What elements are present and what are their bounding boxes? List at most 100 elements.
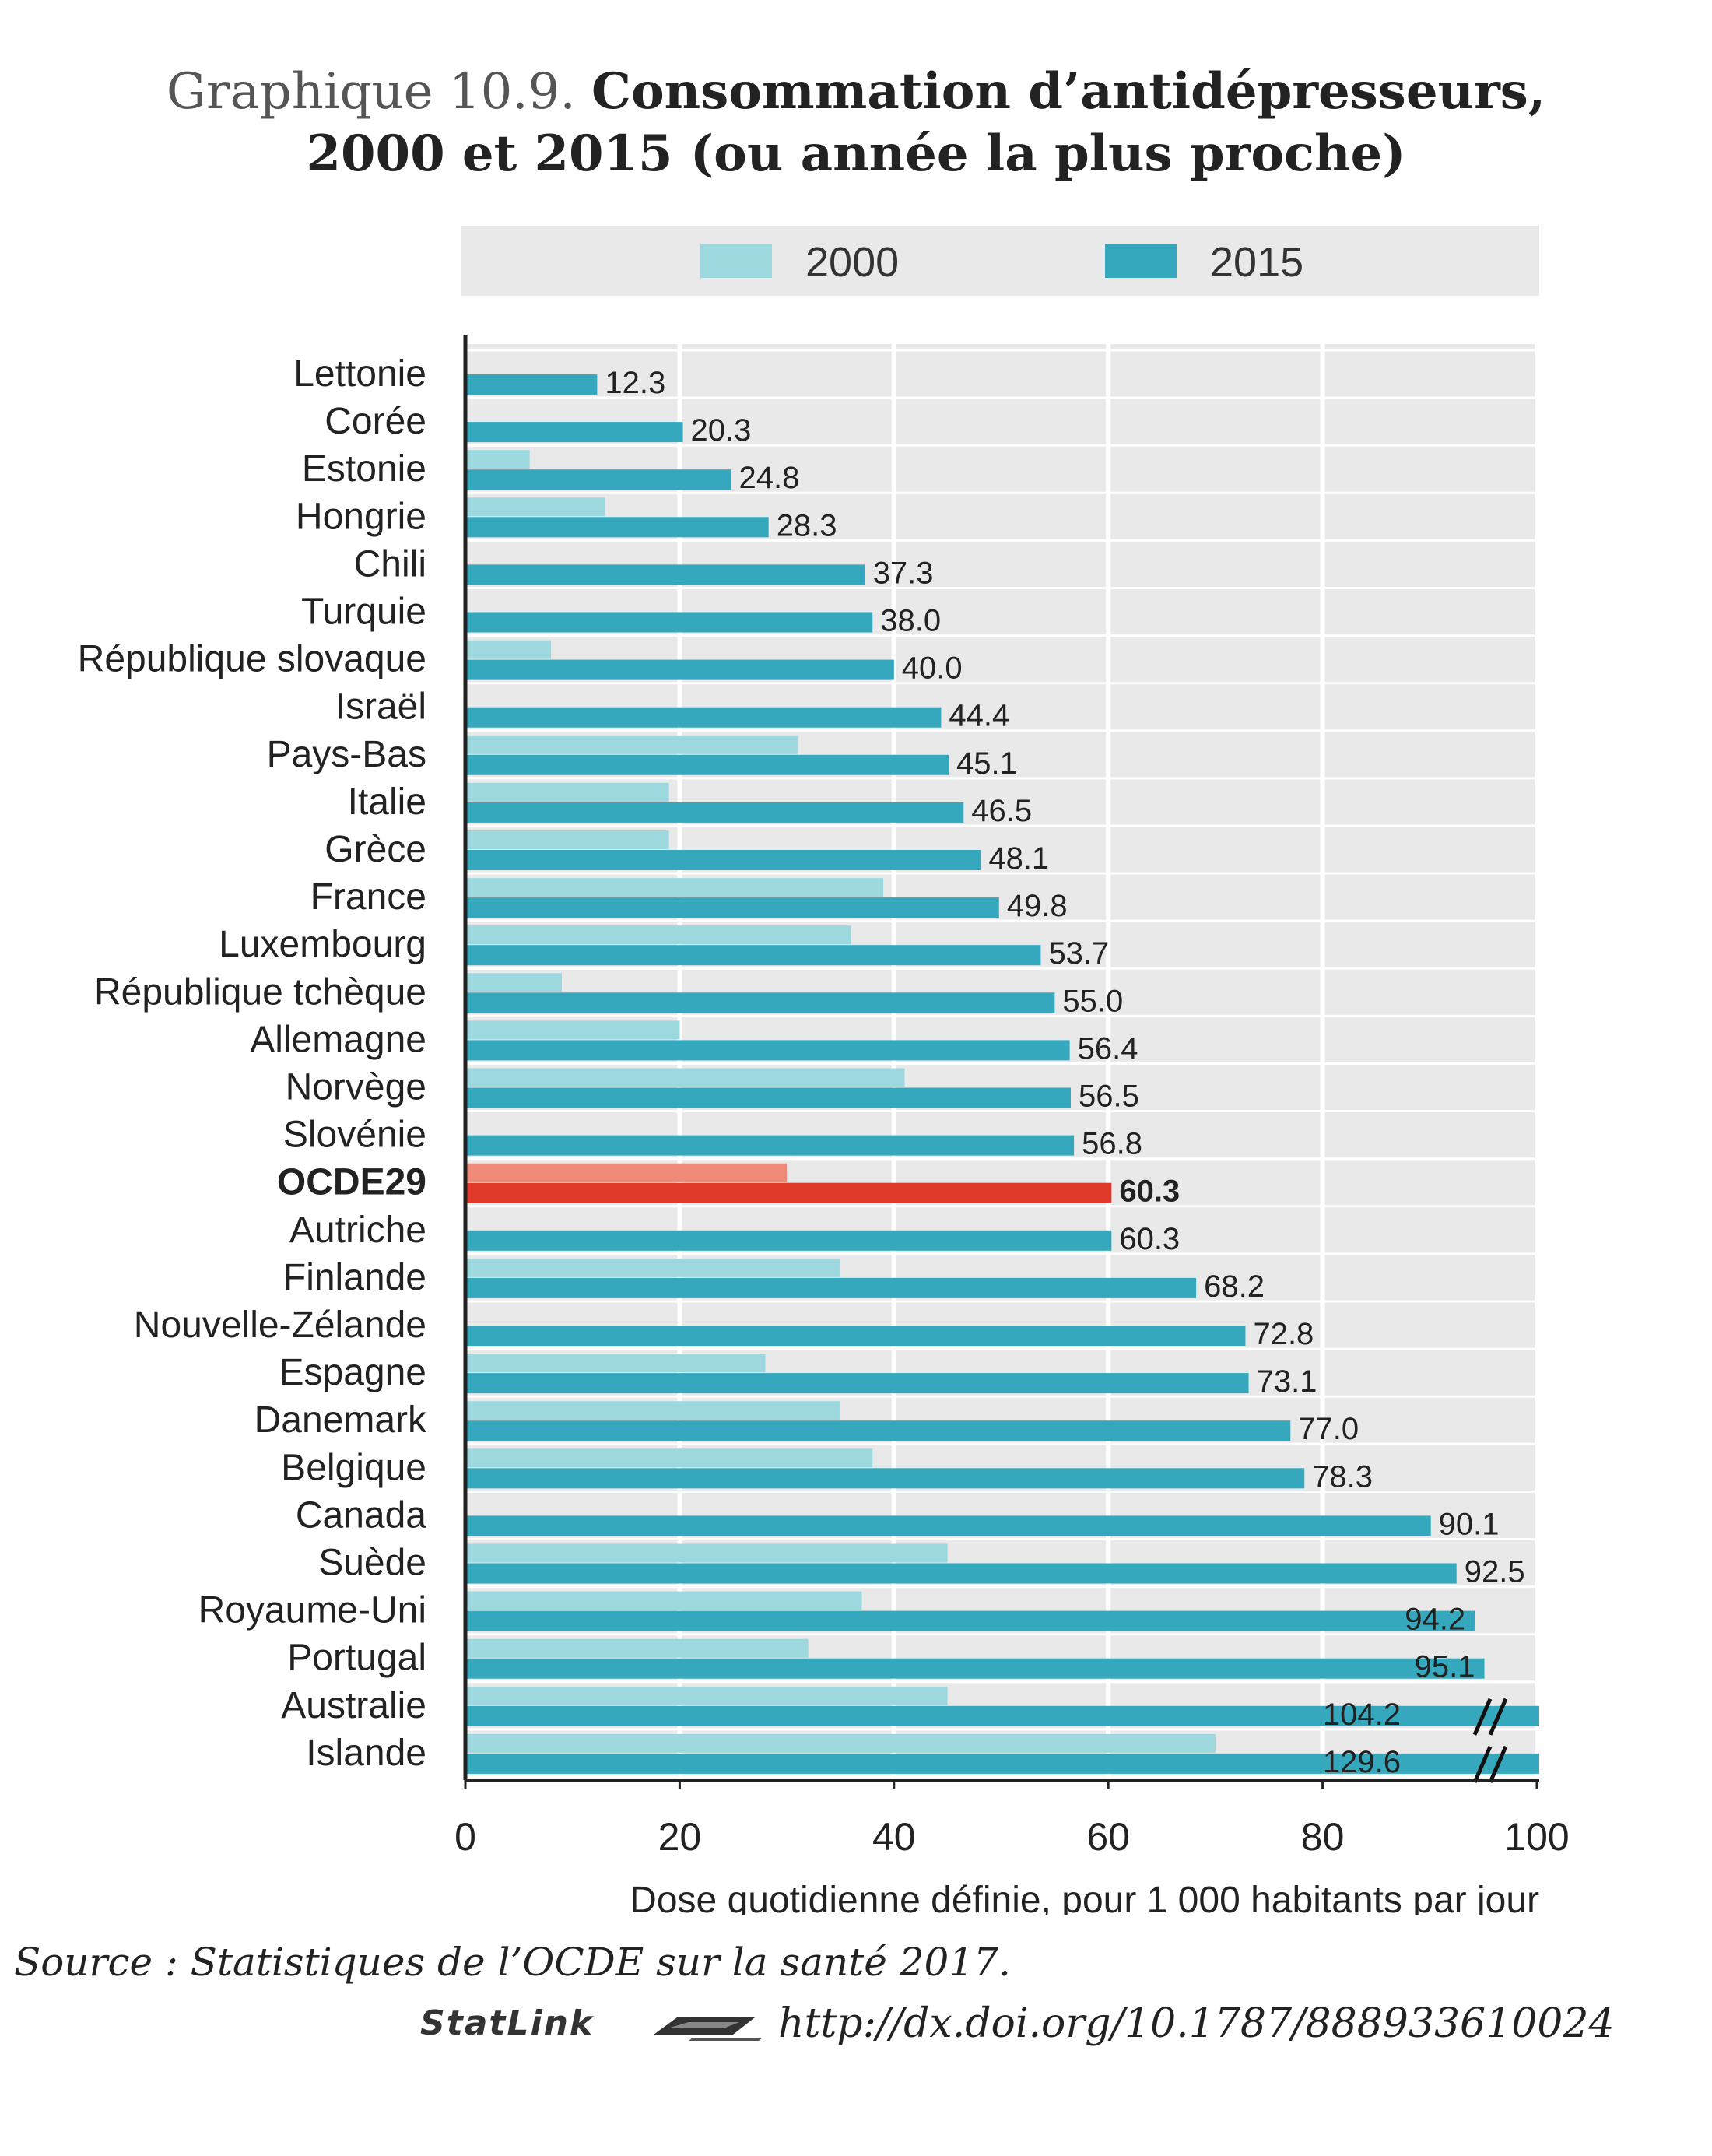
bar-2015	[465, 1563, 1457, 1584]
value-label: 48.1	[988, 841, 1049, 876]
category-label: Grèce	[325, 829, 426, 870]
value-label: 40.0	[902, 651, 963, 686]
bar-2000	[465, 830, 669, 849]
category-label: Hongrie	[296, 496, 426, 537]
statlink-logo-icon	[654, 2017, 763, 2041]
axis-break-mark	[1472, 1745, 1493, 1783]
bar-2015	[465, 1230, 1112, 1251]
statlink-url[interactable]: http://dx.doi.org/10.1787/888933610024	[778, 2000, 1615, 2047]
category-label: République slovaque	[78, 639, 426, 680]
category-label: Royaume-Uni	[198, 1590, 426, 1631]
bar-2015	[465, 945, 1041, 966]
category-label: Estonie	[302, 448, 426, 490]
bar-2015	[465, 374, 598, 395]
value-label: 94.2	[1405, 1603, 1465, 1637]
value-label: 24.8	[738, 461, 799, 495]
title-prefix: Graphique 10.9.	[166, 63, 576, 121]
bar-2015	[465, 1468, 1305, 1489]
bar-2015	[465, 1705, 1539, 1726]
bar-2000	[465, 735, 798, 754]
category-label: Islande	[306, 1733, 426, 1774]
bar-2000	[465, 1448, 873, 1468]
category-label: Autriche	[289, 1210, 426, 1251]
bar-2000	[465, 1401, 840, 1420]
category-label: Slovénie	[283, 1115, 426, 1156]
category-label: Luxembourg	[219, 924, 426, 965]
bar-2015	[465, 802, 964, 823]
bar-2015	[465, 612, 873, 633]
bar-2000	[465, 878, 884, 897]
bar-2015	[465, 1326, 1246, 1346]
value-label: 55.0	[1062, 984, 1123, 1018]
bar-2015	[465, 422, 683, 443]
value-label: 12.3	[605, 366, 665, 400]
bar-2015	[465, 1610, 1475, 1631]
bar-2015	[465, 1135, 1075, 1156]
value-label: 60.3	[1119, 1175, 1180, 1209]
category-label: Pays-Bas	[267, 734, 426, 775]
value-label: 72.8	[1253, 1317, 1314, 1351]
bar-2000	[465, 1163, 788, 1182]
value-label: 56.4	[1078, 1031, 1138, 1066]
bar-2015	[465, 897, 999, 918]
category-label: Allemagne	[250, 1019, 426, 1060]
value-label: 95.1	[1415, 1650, 1475, 1684]
bar-2015	[465, 517, 769, 538]
bar-2000	[465, 782, 669, 802]
bar-2015	[465, 1373, 1249, 1394]
category-label: Finlande	[283, 1257, 426, 1298]
bar-2015	[465, 1040, 1070, 1061]
bar-2015	[465, 707, 942, 728]
bar-2015	[465, 1277, 1197, 1298]
value-label: 60.3	[1119, 1222, 1180, 1256]
value-label: 92.5	[1465, 1555, 1525, 1589]
bar-2000	[465, 1068, 905, 1087]
axis-break-mark	[1488, 1698, 1508, 1736]
value-label: 73.1	[1257, 1364, 1317, 1399]
value-label: 44.4	[949, 699, 1009, 733]
chart-title-line2: 2000 et 2015 (ou année la plus proche)	[306, 125, 1406, 183]
bar-2000	[465, 497, 605, 517]
bar-2000	[465, 1686, 948, 1705]
value-label: 129.6	[1323, 1745, 1401, 1779]
category-label: Espagne	[279, 1352, 427, 1393]
value-label: 38.0	[880, 604, 941, 638]
legend-label-2000: 2000	[805, 239, 899, 286]
category-label: Nouvelle-Zélande	[134, 1304, 426, 1346]
chart-title: Graphique 10.9. Consommation d’antidépre…	[0, 62, 1712, 121]
bar-2015	[465, 659, 894, 680]
category-label: Danemark	[254, 1399, 427, 1441]
category-label: Italie	[348, 781, 426, 823]
value-label: 28.3	[777, 508, 837, 543]
category-label: Australie	[281, 1685, 426, 1726]
legend-swatch-2015	[1105, 244, 1177, 278]
category-label: Suède	[318, 1543, 426, 1584]
x-tick-label: 60	[1086, 1815, 1130, 1859]
bar-2015	[465, 850, 981, 870]
value-label: 56.5	[1079, 1080, 1139, 1114]
category-label: République tchèque	[94, 971, 426, 1013]
bar-2000	[465, 1020, 680, 1040]
x-axis-title: Dose quotidienne définie, pour 1 000 hab…	[630, 1880, 1539, 1915]
axis-break-mark	[1472, 1698, 1493, 1736]
value-label: 53.7	[1048, 936, 1109, 971]
bar-2015	[465, 564, 865, 585]
bar-2015	[465, 469, 731, 490]
value-label: 46.5	[971, 794, 1032, 828]
category-label: France	[310, 876, 426, 918]
value-label: 20.3	[691, 413, 752, 448]
x-tick-label: 100	[1504, 1815, 1569, 1859]
bar-2000	[465, 450, 530, 469]
category-label: Lettonie	[293, 353, 426, 395]
legend-box	[461, 226, 1539, 296]
bar-2015	[465, 1420, 1291, 1441]
axis-break-mark	[1488, 1745, 1508, 1783]
bar-2000	[465, 640, 552, 659]
x-tick-label: 0	[454, 1815, 476, 1859]
bar-2015	[465, 1087, 1072, 1108]
bar-2000	[465, 1733, 1216, 1753]
category-label: Turquie	[301, 592, 426, 633]
category-label: Chili	[354, 543, 426, 585]
category-label: Israël	[335, 686, 426, 728]
value-label: 45.1	[956, 746, 1017, 781]
